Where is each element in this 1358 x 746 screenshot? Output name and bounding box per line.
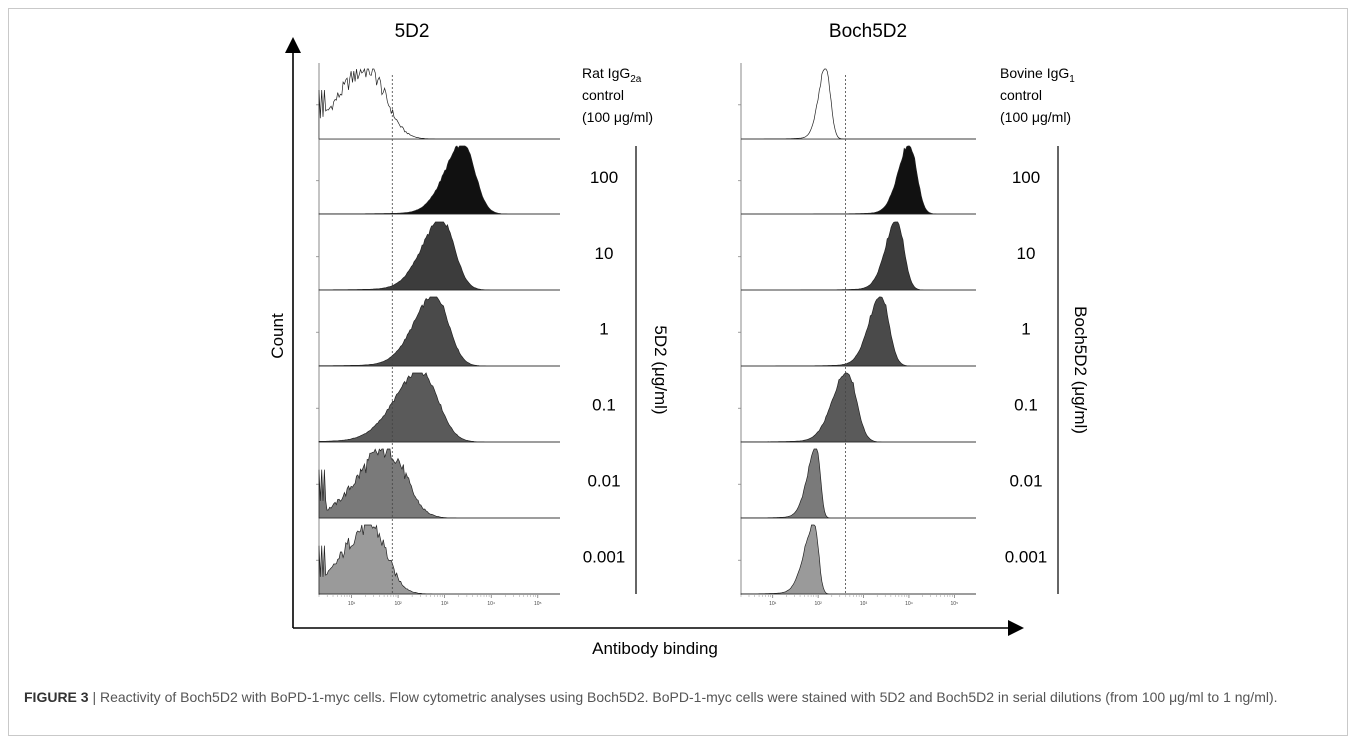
- x-tick-label: 10⁵: [951, 601, 959, 607]
- x-tick-label: 10²: [815, 601, 823, 607]
- dilution-axis-label: Boch5D2 (μg/ml): [1071, 306, 1090, 434]
- control-label-line2: control: [1000, 87, 1042, 103]
- main-axes: Count Antibody binding: [268, 37, 1024, 658]
- x-tick-label: 10³: [860, 601, 868, 607]
- dilution-label: 10: [595, 244, 614, 263]
- histogram-series: [318, 296, 560, 367]
- control-label-line3: (100 μg/ml): [582, 109, 653, 125]
- dilution-label: 0.01: [587, 472, 620, 491]
- dilution-label: 10: [1017, 244, 1036, 263]
- dilution-label: 0.001: [1005, 548, 1048, 567]
- histogram-series: [740, 524, 976, 595]
- histogram-series: [318, 221, 560, 291]
- caption-label: FIGURE 3: [24, 689, 89, 705]
- figure-chart: Count Antibody binding 5D2 100 10 1 0.1 0.01 0…: [268, 21, 1090, 658]
- dilution-label: 1: [1021, 320, 1030, 339]
- histogram-series: [741, 68, 976, 140]
- histogram-series: [318, 67, 560, 140]
- histogram-series: [318, 145, 560, 215]
- figure-caption: FIGURE 3 | Reactivity of Boch5D2 with Bo…: [24, 686, 1324, 708]
- dilution-label: 0.1: [1014, 396, 1038, 415]
- histogram-series: [741, 221, 976, 291]
- x-tick-label: 10¹: [769, 601, 777, 607]
- figure-frame: [8, 8, 1348, 736]
- histogram-series: [318, 524, 560, 595]
- x-tick-label: 10³: [441, 601, 449, 607]
- x-tick-label: 10²: [394, 601, 402, 607]
- x-tick-label: 10⁵: [534, 601, 542, 607]
- caption-text: | Reactivity of Boch5D2 with BoPD-1-myc …: [88, 689, 1278, 705]
- dilution-label: 0.1: [592, 396, 616, 415]
- histogram-series: [740, 448, 976, 519]
- histogram-series: [741, 145, 976, 215]
- x-tick-label: 10¹: [348, 601, 356, 607]
- control-label-line1: Bovine IgG1: [1000, 65, 1075, 85]
- x-tick-label: 10⁴: [487, 601, 495, 607]
- dilution-label: 0.01: [1009, 472, 1042, 491]
- control-label-line3: (100 μg/ml): [1000, 109, 1071, 125]
- x-tick-label: 10⁴: [905, 601, 913, 607]
- histogram-series: [740, 372, 976, 443]
- dilution-label: 0.001: [583, 548, 626, 567]
- control-label-line1: Rat IgG2a: [582, 65, 642, 85]
- y-axis-label: Count: [268, 313, 287, 359]
- histogram-panels: 5D2 100 10 1 0.1 0.01 0.001 10¹ 10² 10³ 10⁴ 10⁵ 5D2 …: [316, 21, 1090, 607]
- x-axis-label: Antibody binding: [592, 639, 718, 658]
- histogram-series: [741, 296, 976, 367]
- panel-title: Boch5D2: [829, 21, 907, 42]
- histogram-series: [318, 448, 560, 519]
- dilution-label: 1: [599, 320, 608, 339]
- dilution-label: 100: [590, 168, 618, 187]
- dilution-label: 100: [1012, 168, 1040, 187]
- dilution-axis-label: 5D2 (μg/ml): [651, 325, 670, 414]
- control-label-line2: control: [582, 87, 624, 103]
- histogram-series: [318, 372, 560, 443]
- panel-title: 5D2: [395, 21, 430, 42]
